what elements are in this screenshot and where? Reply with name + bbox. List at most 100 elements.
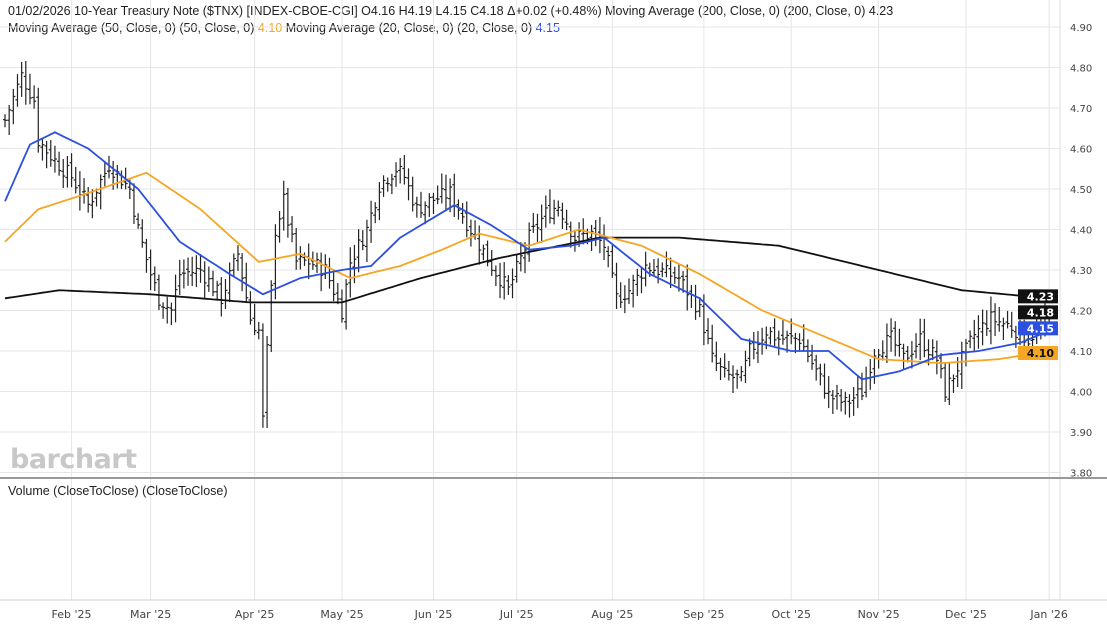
ohlc-bar (768, 327, 773, 345)
ohlc-bar (460, 203, 465, 224)
ohlc-bar (909, 341, 914, 369)
ohlc-bar (610, 244, 615, 278)
ohlc-bar (855, 375, 860, 409)
ohlc-bar (385, 177, 390, 192)
ma50-tag: 4.10 (1027, 347, 1054, 360)
ohlc-bar (751, 332, 756, 360)
ohlc-bar (7, 104, 12, 135)
ohlc-bar (697, 297, 702, 318)
ohlc-bar (714, 341, 719, 372)
ohlc-bar (843, 391, 848, 415)
ohlc-bar (348, 247, 353, 298)
ohlc-bar (173, 274, 178, 323)
ohlc-bar (452, 173, 457, 217)
ma-line-20 (4, 131, 1050, 381)
ohlc-bar (48, 140, 53, 167)
ohlc-bar (772, 318, 777, 347)
ohlc-bar (735, 369, 740, 389)
x-tick-label: Mar '25 (130, 608, 171, 621)
ma200-tag: 4.23 (1027, 290, 1054, 303)
ohlc-bar (830, 389, 835, 414)
ohlc-bar (65, 156, 70, 188)
ohlc-bar (285, 187, 290, 238)
ohlc-bar (219, 277, 224, 317)
ohlc-bar (660, 262, 665, 278)
ohlc-bar (73, 166, 78, 194)
ohlc-bar (269, 280, 274, 353)
ohlc-bar (344, 279, 349, 330)
ohlc-bar (839, 388, 844, 412)
ma-line-50 (4, 171, 1050, 365)
ohlc-bar (410, 176, 415, 212)
ohlc-bar (161, 302, 166, 319)
ohlc-bar (369, 200, 374, 243)
ohlc-bar (814, 354, 819, 381)
ohlc-bar (260, 323, 265, 428)
barchart-watermark: barchart (10, 444, 137, 475)
x-tick-label: Aug '25 (591, 608, 633, 621)
x-tick-label: Jul '25 (499, 608, 534, 621)
ohlc-bar (572, 231, 577, 252)
ohlc-bar (169, 302, 174, 326)
ohlc-bar (527, 222, 532, 262)
ohlc-bar (198, 254, 203, 283)
ohlc-bar (90, 189, 95, 219)
ohlc-bar (156, 274, 161, 311)
ohlc-bar (190, 256, 195, 286)
ohlc-bar (331, 269, 336, 302)
ohlc-bar (52, 145, 57, 173)
ma20-tag-bg (1018, 321, 1058, 336)
ohlc-bar (943, 362, 948, 402)
ohlc-bar (685, 264, 690, 311)
ma20-legend: Moving Average (20, Close, 0) (20, Close… (282, 21, 536, 35)
y-tick-label: 4.60 (1070, 145, 1092, 156)
x-tick-label: Apr '25 (235, 608, 275, 621)
ohlc-bar (1001, 317, 1006, 340)
ohlc-bar (635, 268, 640, 297)
ohlc-bar (360, 230, 365, 251)
ohlc-bar (402, 154, 407, 185)
ohlc-bar (922, 318, 927, 358)
ohlc-bar (972, 319, 977, 351)
ohlc-bar (498, 262, 503, 299)
x-tick-label: Jun '25 (414, 608, 453, 621)
ohlc-bar (406, 168, 411, 201)
ohlc-bar (256, 321, 261, 340)
ohlc-bar (672, 266, 677, 284)
ohlc-bar (731, 365, 735, 394)
ohlc-bar (502, 262, 507, 300)
ohlc-bar (518, 242, 523, 272)
ohlc-bar (835, 384, 839, 410)
ohlc-bar (136, 213, 141, 229)
ohlc-bar (211, 270, 215, 297)
ohlc-bar (414, 196, 419, 218)
chart-header-line1: 01/02/2026 10-Year Treasury Note ($TNX) … (8, 4, 894, 18)
ohlc-bar (485, 240, 490, 267)
ohlc-bar (23, 60, 28, 105)
ohlc-bar (477, 225, 482, 265)
y-tick-label: 3.80 (1070, 469, 1092, 480)
ohlc-bar (431, 192, 436, 215)
ohlc-bar (726, 360, 731, 381)
ohlc-bar (531, 212, 536, 233)
ohlc-bar (951, 374, 956, 393)
ohlc-bar (468, 219, 473, 247)
ma50-legend: Moving Average (50, Close, 0) (50, Close… (8, 21, 258, 35)
ohlc-bar (864, 366, 869, 398)
ohlc-bar (710, 324, 715, 363)
ohlc-bar (780, 320, 785, 345)
x-tick-label: Feb '25 (52, 608, 92, 621)
ohlc-bar (959, 341, 964, 390)
ohlc-bar (643, 251, 648, 287)
ohlc-bar (389, 173, 394, 195)
volume-panel-label: Volume (CloseToClose) (CloseToClose) (8, 484, 228, 498)
y-tick-label: 4.50 (1070, 185, 1092, 196)
ohlc-bar (893, 321, 898, 357)
ohlc-bar (747, 338, 752, 367)
ohlc-bar (235, 245, 240, 271)
ohlc-bar (656, 258, 661, 284)
ohlc-bar (822, 363, 827, 399)
y-tick-label: 4.90 (1070, 23, 1092, 34)
y-tick-label: 4.10 (1070, 347, 1092, 358)
